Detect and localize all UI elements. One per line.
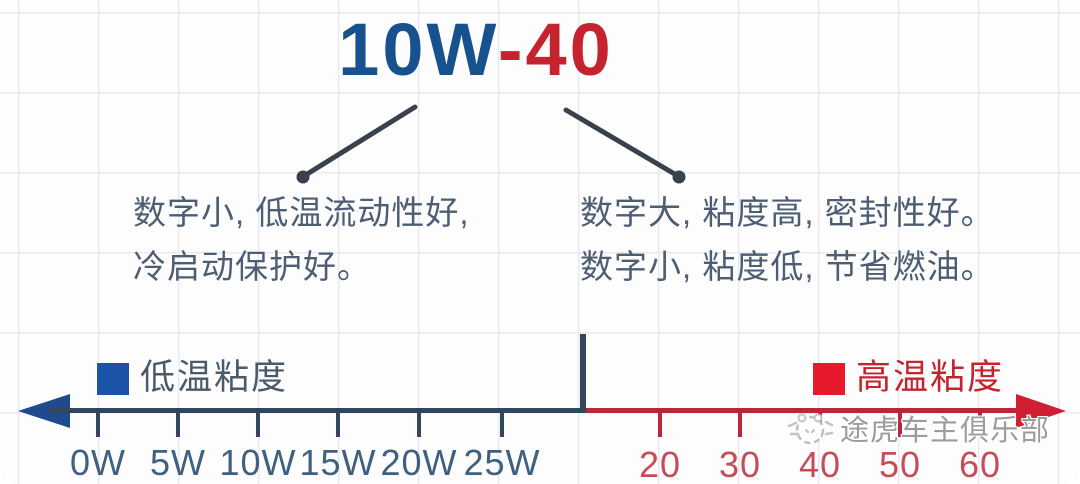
leader-dot-left [296,170,310,184]
note-high-temp-line1: 数字大, 粘度高, 密封性好。 [580,194,995,231]
axis-tick-15w [336,412,340,437]
axis-center-divider [580,334,586,413]
leader-line-right [563,107,681,179]
note-low-temp-line1: 数字小, 低温流动性好, [133,194,470,231]
axis-tick-0w [96,412,100,437]
axis-label-40: 40 [798,444,842,484]
note-low-temp: 数字小, 低温流动性好, 冷启动保护好。 [133,186,470,294]
title-hot-grade: -40 [497,8,614,91]
title-winter-grade: 10W [338,8,498,91]
axis-tick-30 [738,412,742,437]
axis-tick-20w [417,412,421,437]
note-low-temp-line2: 冷启动保护好。 [133,248,371,285]
axis-label-60: 60 [958,444,1002,484]
watermark: 途虎车主俱乐部 [786,404,1050,452]
legend-swatch-high-temp [813,363,845,395]
note-high-temp-line2: 数字小, 粘度低, 节省燃油。 [580,248,995,285]
axis-label-15w: 15W [299,442,377,483]
axis-line-low-temp [48,408,584,413]
axis-label-25w: 25W [463,442,541,483]
leader-line-left [301,104,418,179]
axis-tick-5w [176,412,180,437]
axis-label-50: 50 [878,444,922,484]
axis-tick-50 [898,412,902,437]
watermark-text: 途虎车主俱乐部 [840,415,1051,447]
axis-label-20: 20 [638,444,682,484]
axis-tick-20 [658,412,662,437]
axis-label-20w: 20W [380,442,458,483]
axis-line-high-temp [584,408,1024,413]
axis-label-5w: 5W [150,442,206,483]
axis-arrow-right [1016,394,1066,428]
axis-label-30: 30 [718,444,762,484]
leader-dot-right [672,170,686,184]
axis-tick-10w [256,412,260,437]
note-high-temp: 数字大, 粘度高, 密封性好。 数字小, 粘度低, 节省燃油。 [580,186,995,294]
tuhu-tiger-logo-icon [787,413,834,445]
axis-label-0w: 0W [70,442,126,483]
axis-tick-60 [978,412,982,437]
legend-swatch-low-temp [97,363,129,395]
page-title: 10W-40 [338,8,614,92]
legend-label-high-temp: 高温粘度 [856,358,1005,397]
axis-tick-25w [500,412,504,437]
legend-label-low-temp: 低温粘度 [140,358,289,397]
axis-label-10w: 10W [219,442,297,483]
